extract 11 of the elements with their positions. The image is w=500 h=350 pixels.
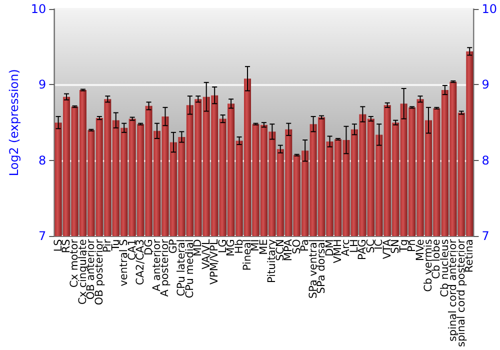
- x-tick-label: Retina: [464, 239, 476, 273]
- y2-tick-label: 8: [482, 153, 490, 168]
- y-tick-label: 7: [38, 229, 46, 244]
- y-tick-label: 8: [38, 153, 46, 168]
- y2-tick-label: 9: [482, 78, 490, 92]
- y-axis-title: Log2 (expression): [7, 69, 21, 176]
- y2-tick-label: 10: [482, 2, 498, 16]
- y-tick-label: 9: [38, 78, 46, 92]
- y2-tick-label: 7: [482, 229, 490, 244]
- y-tick-label: 10: [30, 2, 46, 16]
- x-tick-label: Pituitary: [266, 239, 278, 283]
